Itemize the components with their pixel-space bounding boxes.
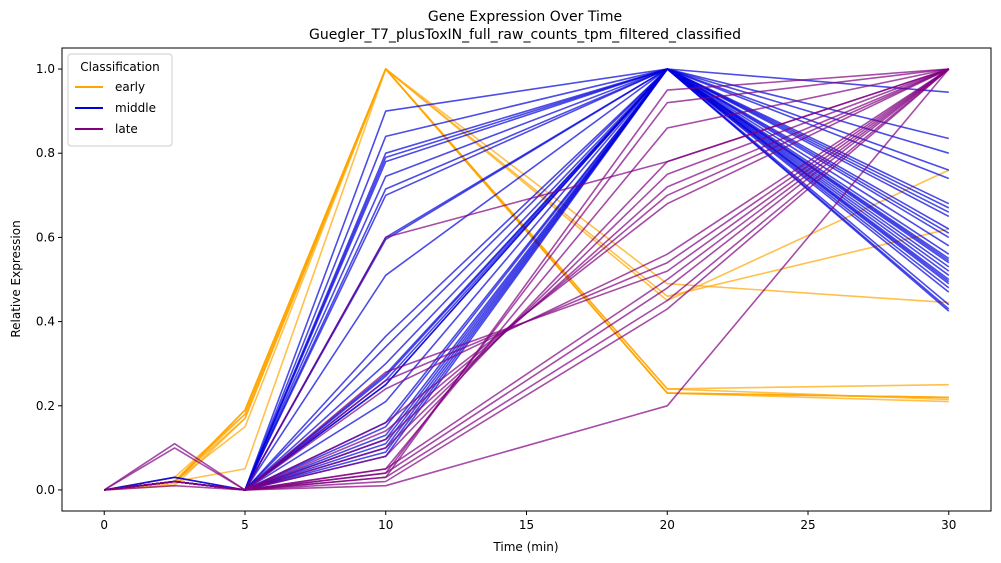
series-line-middle <box>104 68 949 491</box>
chart-subtitle: Guegler_T7_plusToxIN_full_raw_counts_tpm… <box>309 27 741 43</box>
plot-frame <box>61 47 992 512</box>
x-tick-label: 5 <box>241 518 249 532</box>
x-axis-ticks: 0 5 10 15 20 25 30 <box>100 511 956 532</box>
x-tick-label: 25 <box>800 518 815 532</box>
x-tick-label: 20 <box>660 518 675 532</box>
legend-label-early: early <box>115 80 145 94</box>
legend-title: Classification <box>80 60 159 74</box>
y-tick-label: 0.0 <box>36 483 55 497</box>
legend-box <box>67 53 173 147</box>
y-tick-label: 0.4 <box>36 315 55 329</box>
legend-label-middle: middle <box>115 101 156 115</box>
series-line-late <box>104 68 950 491</box>
plot-series-lines <box>103 68 950 491</box>
x-tick-label: 0 <box>100 518 108 532</box>
x-axis-label: Time (min) <box>492 540 558 554</box>
series-line-early <box>104 68 949 491</box>
y-tick-label: 0.6 <box>36 230 55 244</box>
y-axis-ticks: 0.0 0.2 0.4 0.6 0.8 1.0 <box>36 62 62 497</box>
y-tick-label: 0.8 <box>36 146 55 160</box>
x-tick-label: 15 <box>519 518 534 532</box>
x-tick-label: 10 <box>378 518 393 532</box>
y-axis-label: Relative Expression <box>9 220 23 337</box>
y-tick-label: 1.0 <box>36 62 55 76</box>
x-tick-label: 30 <box>941 518 956 532</box>
series-line-late <box>104 68 950 491</box>
y-tick-label: 0.2 <box>36 399 55 413</box>
chart-title: Gene Expression Over Time <box>428 9 622 25</box>
legend-label-late: late <box>115 122 138 136</box>
legend: Classification early middle late <box>67 53 173 147</box>
